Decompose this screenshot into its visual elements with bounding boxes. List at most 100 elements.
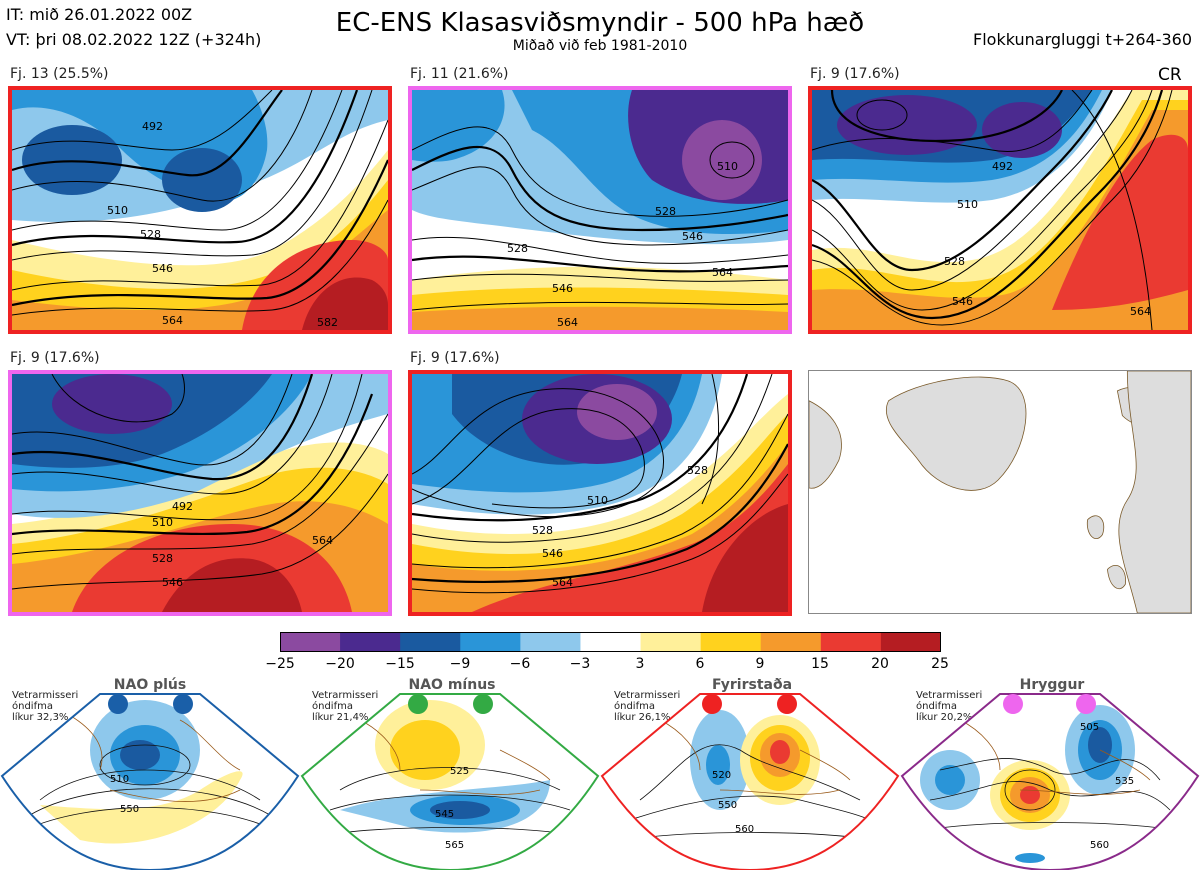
regime-marker [473,694,493,714]
regime-prob-line: óndifma [312,701,353,712]
colorbar-tick: −3 [569,656,591,672]
contour-label: 564 [162,314,183,327]
regime-prob-line: líkur 20,2% [916,712,973,723]
contour-label: 492 [172,500,193,513]
contour-label: 582 [317,316,338,329]
colorbar-tick: 15 [811,656,829,672]
colorbar-segment [580,632,642,652]
regime-marker [1076,694,1096,714]
contour-label: 492 [992,160,1013,173]
regime-prob-line: Vetrarmisseri [614,690,681,701]
regime-title-blocking: Fyrirstaða [711,677,793,693]
contour-label: 564 [1130,305,1151,318]
colorbar-segment [520,632,581,652]
colorbar-tick: 25 [931,656,949,672]
regime-prob-line: Vetrarmisseri [312,690,379,701]
contour-label: 510 [107,204,128,217]
cluster-map-1-svg: 492 510 528 546 564 582 [12,90,388,330]
cluster-label-1: Fj. 13 (25.5%) [10,66,109,82]
colorbar-tick: 3 [635,656,645,672]
initial-time: IT: mið 26.01.2022 00Z [6,5,193,24]
regime-contour-label: 545 [435,809,454,820]
colorbar-segment [460,632,521,652]
regime-prob-line: líkur 26,1% [614,712,671,723]
colorbar [280,632,942,652]
regime-prob-line: líkur 21,4% [312,712,369,723]
cluster-label-5: Fj. 9 (17.6%) [410,350,500,366]
regime-marker [108,694,128,714]
regime-contour-label: 550 [120,804,139,815]
colorbar-tick: 20 [871,656,889,672]
colorbar-tick: −9 [449,656,471,672]
cluster-map-5-svg: 510 528 546 564 528 [412,374,788,612]
contour-label: 546 [162,576,183,589]
regime-map-ridge: 505 535 560 [900,693,1200,870]
regime-contour-label: 525 [450,766,469,777]
regime-prob-line: Vetrarmisseri [12,690,79,701]
cluster-label-2: Fj. 11 (21.6%) [410,66,509,82]
contour-label: 510 [717,160,738,173]
colorbar-tick: 6 [695,656,705,672]
contour-label: 546 [542,547,563,560]
contour-label: 528 [655,205,676,218]
contour-label: 564 [312,534,333,547]
regime-map-blocking: 520 550 560 [600,693,900,870]
colorbar-border [280,632,941,652]
chart-title: EC-ENS Klasasviðsmyndir - 500 hPa hæð [335,8,865,38]
contour-label: 510 [957,198,978,211]
contour-label: 546 [152,262,173,275]
cluster-label-4: Fj. 9 (17.6%) [10,350,100,366]
regime-prob-line: líkur 32,3% [12,712,69,723]
regime-title-ridge: Hryggur [1019,677,1085,693]
chart-subtitle: Miðað við feb 1981-2010 [512,38,688,54]
colorbar-tick: 9 [755,656,765,672]
contour-label: 528 [140,228,161,241]
regime-contour-label: 510 [110,774,129,785]
regime-prob-line: Vetrarmisseri [916,690,983,701]
regime-contour-label: 550 [718,800,737,811]
cluster-map-4: 492 510 528 546 564 [8,370,392,616]
contour-label: 510 [587,494,608,507]
contour-label: 546 [952,295,973,308]
contour-label: 564 [557,316,578,329]
regime-title-nao-minus: NAO mínus [408,677,496,693]
regime-marker [777,694,797,714]
colorbar-tick: −6 [509,656,531,672]
regime-contour-label: 560 [1090,840,1109,851]
regime-prob-line: óndifma [916,701,957,712]
cluster-map-1: 492 510 528 546 564 582 [8,86,392,334]
cr-label: CR [1158,65,1182,85]
contour-label: 546 [682,230,703,243]
regime-prob-nao-minus: Vetrarmisseri óndifma líkur 21,4% [312,690,378,723]
colorbar-segment [400,632,461,652]
colorbar-segment [280,632,341,652]
regime-prob-ridge: Vetrarmisseri óndifma líkur 20,2% [916,690,982,723]
cluster-map-5: 510 528 546 564 528 [408,370,792,616]
classification-window: Flokkunargluggi t+264-360 [973,30,1192,49]
contour-label: 528 [687,464,708,477]
contour-label: 528 [152,552,173,565]
contour-label: 492 [142,120,163,133]
regime-marker [1003,694,1023,714]
colorbar-tick: −15 [385,656,415,672]
contour-label: 564 [552,576,573,589]
contour-label: 528 [507,242,528,255]
regime-prob-line: óndifma [12,701,53,712]
regime-map-nao-plus: 510 550 [0,693,300,870]
empty-base-map [808,370,1192,614]
regime-contour-label: 565 [445,840,464,851]
regime-prob-line: óndifma [614,701,655,712]
cluster-label-3: Fj. 9 (17.6%) [810,66,900,82]
cluster-map-2: 510 528 528 546 546 564 564 [408,86,792,334]
regime-contour-label: 505 [1080,722,1099,733]
colorbar-tick: −20 [325,656,355,672]
cluster-map-2-svg: 510 528 528 546 546 564 564 [412,90,788,330]
colorbar-segment [880,632,942,652]
regime-marker [173,694,193,714]
regime-contour-label: 535 [1115,776,1134,787]
regime-map-nao-minus: 525 545 565 [300,693,600,870]
regime-title-nao-plus: NAO plús [113,677,187,693]
cluster-map-4-svg: 492 510 528 546 564 [12,374,388,612]
empty-base-map-svg [809,371,1191,613]
contour-label: 546 [552,282,573,295]
